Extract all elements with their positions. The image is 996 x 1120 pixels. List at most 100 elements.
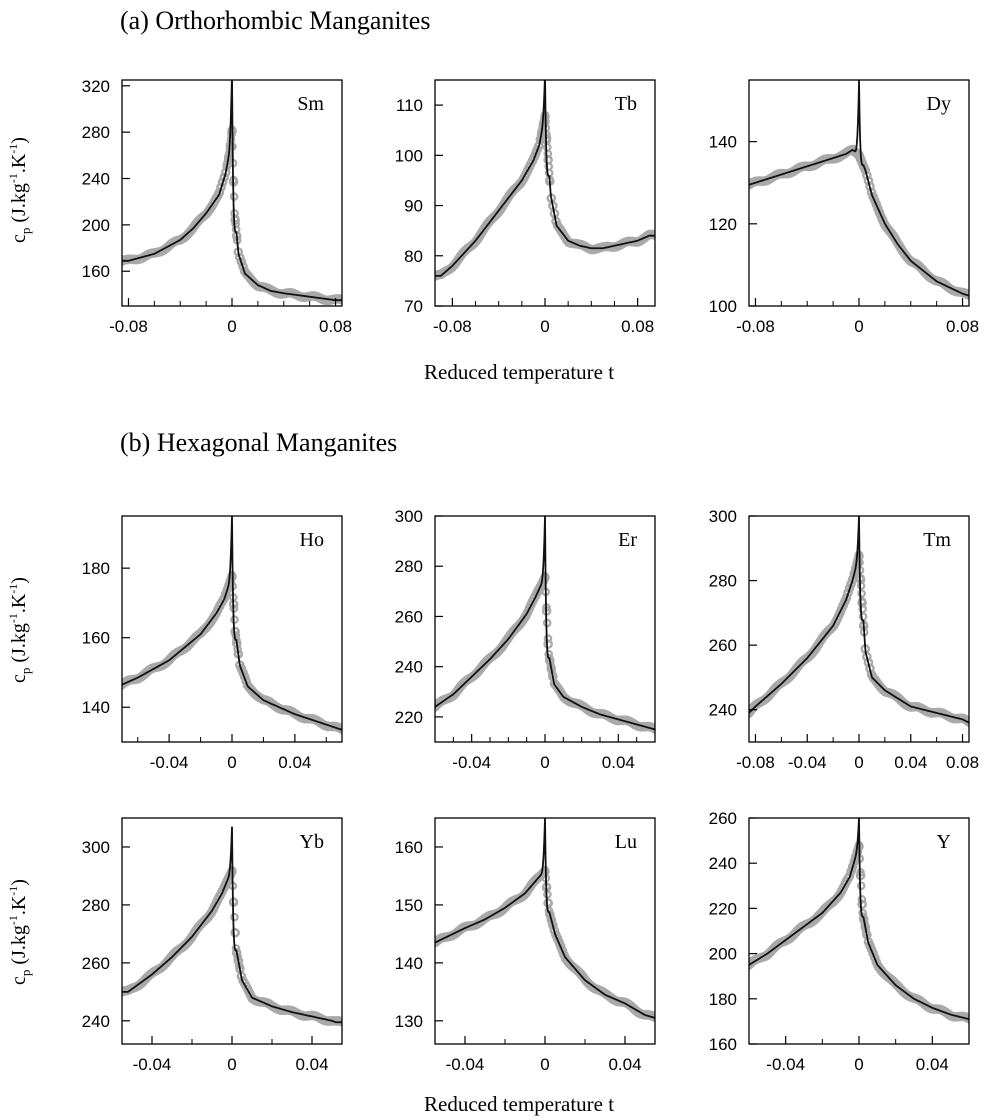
x-tick-label: -0.08 bbox=[736, 753, 775, 772]
y-tick-label: 240 bbox=[82, 1012, 110, 1031]
x-tick-label: -0.08 bbox=[109, 317, 148, 336]
x-tick-label: -0.04 bbox=[133, 1055, 172, 1074]
x-tick-label: 0 bbox=[854, 1055, 863, 1074]
y-tick-label: 280 bbox=[82, 896, 110, 915]
y-tick-label: 130 bbox=[395, 1012, 423, 1031]
panel-label-sm: Sm bbox=[297, 93, 324, 115]
data-points-ho bbox=[122, 570, 342, 735]
y-tick-label: 280 bbox=[395, 557, 423, 576]
data-point bbox=[859, 162, 869, 172]
y-tick-label: 100 bbox=[395, 146, 423, 165]
section-b-title: (b) Hexagonal Manganites bbox=[120, 428, 398, 457]
y-tick-label: 180 bbox=[82, 559, 110, 578]
data-point bbox=[841, 592, 852, 603]
data-point bbox=[869, 952, 880, 963]
data-points-tm bbox=[749, 550, 969, 727]
plot-area-tb bbox=[435, 80, 655, 281]
fit-curve-dy bbox=[749, 80, 969, 297]
panel-label-tb: Tb bbox=[615, 93, 637, 115]
data-point bbox=[857, 589, 866, 598]
data-point bbox=[964, 717, 969, 727]
x-tick-label: 0 bbox=[540, 1055, 549, 1074]
x-tick-label: 0.04 bbox=[602, 753, 635, 772]
y-tick-label: 200 bbox=[709, 945, 737, 964]
panel-sm: -0.08 0 0.08 160 200 240 280 320 Sm bbox=[82, 77, 352, 336]
x-tick-label: 0 bbox=[540, 753, 549, 772]
data-point bbox=[856, 881, 866, 891]
fit-curve-yb bbox=[122, 826, 342, 1024]
y-tick-label: 240 bbox=[395, 658, 423, 677]
plot-area-lu bbox=[435, 818, 655, 1023]
plot-area-dy bbox=[749, 80, 969, 300]
data-point bbox=[543, 634, 553, 643]
y-tick-label: 120 bbox=[709, 215, 737, 234]
y-tick-label: 280 bbox=[709, 572, 737, 591]
x-axis-label-b: Reduced temperature t bbox=[424, 1092, 615, 1116]
y-tick-label: 100 bbox=[709, 297, 737, 316]
x-tick-label: 0 bbox=[854, 317, 863, 336]
data-point bbox=[227, 130, 236, 139]
y-tick-label: 260 bbox=[82, 954, 110, 973]
y-tick-label: 180 bbox=[709, 990, 737, 1009]
y-tick-label: 150 bbox=[395, 896, 423, 915]
data-point bbox=[214, 187, 225, 198]
plot-area-yb bbox=[122, 826, 342, 1027]
fit-curve-y bbox=[749, 818, 969, 1021]
y-tick-label: 110 bbox=[396, 96, 423, 115]
y-tick-label: 260 bbox=[709, 809, 737, 828]
y-tick-label: 240 bbox=[82, 170, 110, 189]
x-tick-label: -0.08 bbox=[736, 317, 775, 336]
data-point bbox=[230, 928, 240, 938]
panel-y: -0.04 0 0.04 160 180 200 220 240 260 Y bbox=[709, 809, 970, 1074]
fit-curve-tm bbox=[749, 516, 969, 724]
data-point bbox=[856, 581, 866, 591]
panel-tb: -0.08 0 0.08 70 80 90 100 110 Tb bbox=[395, 79, 656, 336]
data-point bbox=[858, 604, 867, 614]
panel-lu: -0.04 0 0.04 130 140 150 160 Lu bbox=[395, 817, 656, 1074]
x-tick-label: 0.04 bbox=[278, 753, 311, 772]
data-point bbox=[543, 898, 553, 907]
section-a-title: (a) Orthorhombic Manganites bbox=[120, 6, 431, 35]
panel-label-ho: Ho bbox=[300, 529, 324, 551]
y-tick-label: 140 bbox=[709, 133, 737, 152]
panel-label-er: Er bbox=[618, 529, 637, 551]
panel-er: -0.04 0 0.04 220 240 260 280 300 Er bbox=[395, 507, 656, 772]
data-point bbox=[857, 895, 867, 904]
data-points-tb bbox=[435, 110, 655, 281]
y-tick-label: 140 bbox=[82, 698, 110, 717]
panel-tm: -0.08 -0.04 0 0.04 0.08 240 260 280 300 Tm bbox=[709, 507, 979, 772]
panel-ho: -0.04 0 0.04 140 160 180 Ho bbox=[82, 515, 343, 772]
panel-label-dy: Dy bbox=[927, 93, 951, 115]
x-tick-label: -0.04 bbox=[766, 1055, 805, 1074]
plot-area-ho bbox=[122, 516, 342, 735]
y-tick-label: 140 bbox=[395, 954, 423, 973]
data-point bbox=[857, 596, 867, 606]
x-tick-label: 0.08 bbox=[946, 753, 979, 772]
y-tick-label: 160 bbox=[82, 262, 110, 281]
panel-label-lu: Lu bbox=[615, 831, 637, 853]
y-tick-label: 300 bbox=[82, 838, 110, 857]
y-tick-label: 260 bbox=[709, 636, 737, 655]
y-tick-label: 90 bbox=[404, 197, 423, 216]
x-tick-label: 0 bbox=[227, 1055, 236, 1074]
x-tick-label: 0 bbox=[854, 753, 863, 772]
y-tick-label: 160 bbox=[709, 1035, 737, 1054]
y-tick-label: 220 bbox=[395, 708, 423, 727]
x-tick-label: 0 bbox=[227, 753, 236, 772]
y-tick-label: 300 bbox=[395, 507, 423, 526]
data-point bbox=[857, 899, 867, 910]
y-tick-label: 200 bbox=[82, 216, 110, 235]
panel-label-tm: Tm bbox=[923, 529, 951, 551]
fit-curve-ho bbox=[122, 516, 342, 731]
x-tick-label: 0.08 bbox=[621, 317, 654, 336]
y-tick-label: 160 bbox=[82, 629, 110, 648]
x-tick-label: 0 bbox=[540, 317, 549, 336]
panel-label-yb: Yb bbox=[300, 831, 324, 853]
x-tick-label: 0.08 bbox=[319, 317, 352, 336]
plot-area-y bbox=[749, 818, 969, 1024]
data-point bbox=[543, 639, 553, 649]
y-tick-label: 260 bbox=[395, 607, 423, 626]
fit-curve-lu bbox=[435, 818, 655, 1019]
y-tick-label: 240 bbox=[709, 701, 737, 720]
x-tick-label: -0.04 bbox=[150, 753, 189, 772]
